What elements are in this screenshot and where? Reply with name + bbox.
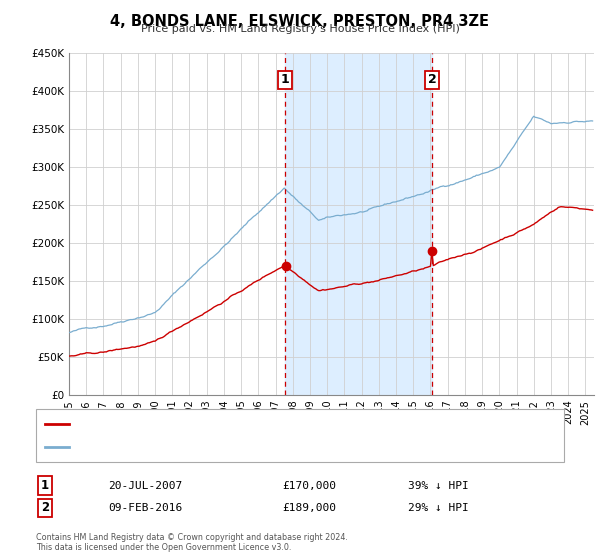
Text: 39% ↓ HPI: 39% ↓ HPI — [408, 480, 469, 491]
Text: 2: 2 — [428, 73, 437, 86]
Text: 09-FEB-2016: 09-FEB-2016 — [108, 503, 182, 513]
Bar — [285, 53, 433, 395]
Text: 4, BONDS LANE, ELSWICK, PRESTON, PR4 3ZE: 4, BONDS LANE, ELSWICK, PRESTON, PR4 3ZE — [110, 14, 490, 29]
Text: 29% ↓ HPI: 29% ↓ HPI — [408, 503, 469, 513]
Text: This data is licensed under the Open Government Licence v3.0.: This data is licensed under the Open Gov… — [36, 543, 292, 552]
Text: £170,000: £170,000 — [282, 480, 336, 491]
Text: HPI: Average price, detached house, Fylde: HPI: Average price, detached house, Fyld… — [73, 442, 293, 452]
Text: 2: 2 — [41, 501, 49, 515]
Text: £189,000: £189,000 — [282, 503, 336, 513]
Text: 4, BONDS LANE, ELSWICK, PRESTON, PR4 3ZE (detached house): 4, BONDS LANE, ELSWICK, PRESTON, PR4 3ZE… — [73, 419, 408, 429]
Text: 1: 1 — [281, 73, 289, 86]
Text: 20-JUL-2007: 20-JUL-2007 — [108, 480, 182, 491]
Text: 1: 1 — [41, 479, 49, 492]
Text: Contains HM Land Registry data © Crown copyright and database right 2024.: Contains HM Land Registry data © Crown c… — [36, 533, 348, 542]
Text: Price paid vs. HM Land Registry's House Price Index (HPI): Price paid vs. HM Land Registry's House … — [140, 24, 460, 34]
